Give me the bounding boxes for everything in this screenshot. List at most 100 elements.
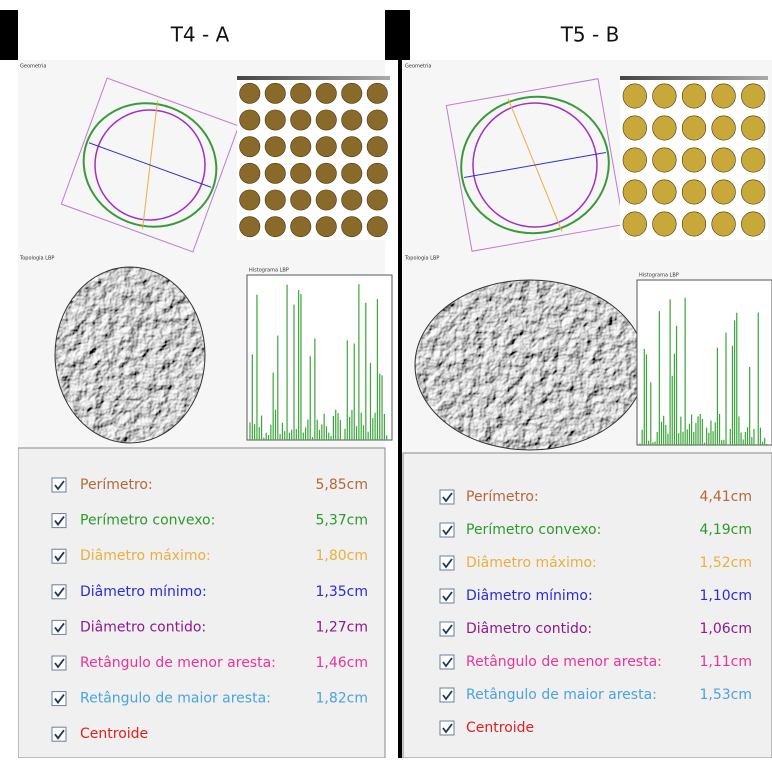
checkbox[interactable] — [439, 489, 455, 505]
checkbox[interactable] — [51, 584, 67, 600]
histogram-box — [246, 274, 393, 441]
seed — [239, 109, 261, 131]
checkbox[interactable] — [439, 621, 455, 637]
seed — [290, 136, 312, 158]
topology-label: Topologia LBP — [19, 256, 54, 262]
checkbox[interactable] — [51, 548, 67, 564]
convex-hull — [460, 95, 610, 235]
checkbox[interactable] — [51, 655, 67, 671]
header-bar — [0, 10, 18, 60]
checkmark — [54, 658, 65, 669]
seed — [239, 216, 261, 238]
seed — [239, 136, 261, 158]
seed — [622, 83, 647, 109]
bounding-rect — [60, 77, 240, 253]
geometry-label: Geometria — [20, 64, 46, 70]
seed — [681, 211, 707, 237]
measure-value: 1,10cm — [699, 588, 752, 604]
measure-label: Retângulo de menor aresta: — [80, 655, 276, 671]
checkmark — [442, 723, 453, 734]
geometry-drawing — [445, 78, 625, 252]
checkmark — [54, 694, 65, 705]
seed — [341, 109, 363, 131]
checkbox[interactable] — [51, 619, 67, 635]
measure-value: 5,85cm — [315, 477, 368, 493]
seed — [711, 179, 736, 205]
seed — [315, 216, 337, 238]
lbp-texture — [55, 267, 205, 443]
measure-value: 4,41cm — [699, 489, 752, 505]
seed — [711, 115, 736, 141]
checkbox[interactable] — [439, 687, 455, 703]
seed — [681, 115, 707, 141]
measure-label: Perímetro convexo: — [80, 513, 215, 529]
checkbox[interactable] — [439, 588, 455, 604]
measure-value: 4,19cm — [699, 522, 752, 538]
histogram-box — [636, 279, 772, 446]
topology-label: Topologia LBP — [404, 256, 439, 262]
seed — [264, 136, 286, 158]
seed — [741, 211, 766, 237]
histogram-label: Histograma LBP — [249, 268, 289, 274]
checkbox[interactable] — [51, 691, 67, 707]
checkbox[interactable] — [439, 522, 455, 538]
seed — [711, 83, 736, 109]
checkmark — [442, 591, 453, 602]
list-area — [402, 452, 772, 759]
bounding-rect — [445, 78, 625, 252]
checkbox[interactable] — [51, 477, 67, 493]
seed — [264, 162, 286, 184]
measure-label: Centroide — [80, 726, 148, 742]
measure-label: Perímetro: — [80, 477, 153, 493]
min-diameter — [88, 142, 212, 188]
seed — [366, 189, 388, 211]
seed — [741, 147, 766, 173]
measure-value: 1,80cm — [315, 548, 368, 564]
lbp-texture — [415, 280, 645, 450]
measure-label: Diâmetro mínimo: — [80, 584, 207, 600]
seed — [315, 136, 337, 158]
checkbox[interactable] — [439, 654, 455, 670]
seed — [315, 189, 337, 211]
seed — [315, 162, 337, 184]
measure-value: 1,27cm — [315, 619, 368, 635]
measure-value: 1,46cm — [315, 655, 368, 671]
checkmark — [54, 551, 65, 562]
checkmark — [442, 657, 453, 668]
measure-label: Perímetro convexo: — [466, 522, 601, 538]
seed — [652, 83, 677, 109]
checkbox[interactable] — [51, 513, 67, 529]
seed-bar — [237, 76, 390, 80]
seed — [711, 147, 736, 173]
measure-value: 1,53cm — [699, 687, 752, 703]
seed — [315, 109, 337, 131]
seed — [622, 115, 647, 141]
measure-value: 1,06cm — [699, 621, 752, 637]
checkbox[interactable] — [51, 726, 67, 742]
seed — [341, 162, 363, 184]
checkmark — [442, 690, 453, 701]
checkbox[interactable] — [439, 720, 455, 736]
measure-label: Diâmetro contido: — [466, 621, 592, 637]
measure-label: Diâmetro contido: — [80, 619, 206, 635]
seed-grid — [237, 80, 390, 240]
seed — [652, 211, 677, 237]
seed — [622, 147, 647, 173]
measure-label: Perímetro: — [466, 489, 539, 505]
checkmark — [54, 587, 65, 598]
measure-label: Retângulo de menor aresta: — [466, 654, 662, 670]
seed — [741, 179, 766, 205]
checkbox[interactable] — [439, 555, 455, 571]
measure-value: 1,52cm — [699, 555, 752, 571]
seed — [290, 82, 312, 104]
seed — [622, 179, 647, 205]
seed — [681, 147, 707, 173]
histogram-label: Histograma LBP — [639, 273, 679, 279]
header-bar — [385, 10, 410, 60]
seed — [290, 189, 312, 211]
geometry-label: Geometria — [405, 64, 431, 70]
seed — [681, 179, 707, 205]
measure-label: Diâmetro máximo: — [80, 548, 211, 564]
seed — [652, 147, 677, 173]
